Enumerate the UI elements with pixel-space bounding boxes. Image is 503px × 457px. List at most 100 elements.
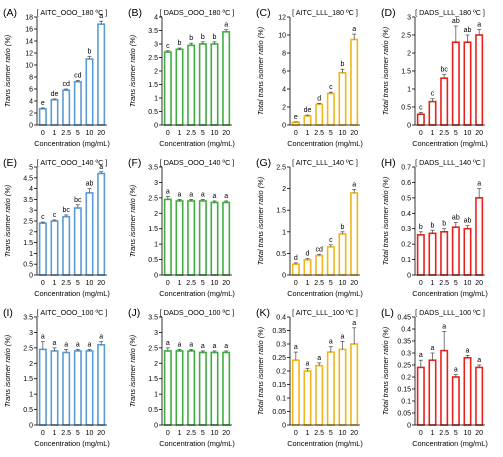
y-tick-label: 2: [29, 229, 33, 236]
y-axis-label: Trans isomer ratio (%): [128, 34, 137, 107]
bar: [428, 359, 437, 426]
y-tick-label: 1: [154, 392, 158, 399]
y-tick-label: 1: [407, 87, 411, 94]
x-tick-label: 20: [97, 430, 105, 437]
x-axis-label: Concentration (mg/mL): [159, 139, 235, 148]
y-tick-label: 0.3: [276, 342, 286, 349]
bar: [50, 350, 59, 426]
bar: [163, 51, 172, 126]
bar: [175, 350, 184, 426]
y-tick-label: 1: [154, 242, 158, 249]
x-axis-label: Concentration (mg/mL): [412, 289, 488, 298]
x-tick-label: 10: [86, 130, 94, 137]
bar: [475, 197, 484, 276]
bar: [326, 351, 335, 426]
y-tick-label: 0.5: [401, 195, 411, 202]
x-axis-label: Concentration (mg/mL): [34, 289, 110, 298]
panel-title: [ AITC_OOO_100 ºC ]: [37, 308, 108, 317]
y-tick-label: 4: [154, 15, 158, 22]
y-tick-label: 4: [282, 87, 286, 94]
x-tick-label: 10: [464, 130, 472, 137]
x-tick-label: 20: [350, 280, 358, 287]
significance-letter: ab: [452, 215, 460, 222]
bar: [291, 121, 300, 126]
y-tick-label: 0.7: [401, 165, 411, 172]
bar: [85, 58, 94, 126]
bar: [210, 351, 219, 426]
chart-panel: (B) [ DADS_OOO_180 ºC ] 0 0.5 1 1.5 2 2.5 3 3.5 4 T…: [128, 7, 235, 148]
bar: [303, 115, 312, 126]
bar: [62, 89, 71, 126]
x-tick-label: 2.5: [186, 280, 196, 287]
x-tick-label: 0: [166, 280, 170, 287]
y-tick-label: 2.5: [148, 55, 158, 62]
y-tick-label: 2: [29, 111, 33, 118]
bar: [198, 43, 207, 126]
y-axis-label: Total trans isomer ratio (%): [256, 176, 265, 265]
significance-letter: a: [352, 26, 356, 33]
y-tick-label: 0.2: [401, 375, 411, 382]
x-tick-label: 1: [431, 130, 435, 137]
y-tick-label: 0.35: [272, 328, 286, 335]
significance-letter: a: [352, 181, 356, 188]
y-axis-label: Total trans isomer ratio (%): [256, 26, 265, 115]
x-tick-label: 1: [431, 430, 435, 437]
y-tick-label: 2: [154, 69, 158, 76]
y-tick-label: 0.5: [276, 251, 286, 258]
bar: [210, 43, 219, 126]
y-tick-label: 18: [25, 15, 33, 22]
significance-letter: a: [99, 164, 103, 171]
y-tick-label: 6: [282, 69, 286, 76]
panel-title: [ AITC_OOO_180 ºC ]: [37, 8, 108, 17]
bar: [326, 246, 335, 276]
significance-letter: cd: [62, 81, 70, 88]
x-tick-label: 5: [454, 130, 458, 137]
y-axis-label: Trans isomer ratio (%): [128, 334, 137, 407]
significance-letter: a: [477, 22, 481, 29]
bar: [315, 103, 324, 126]
bar: [326, 92, 335, 126]
significance-letter: d: [306, 251, 310, 258]
x-tick-label: 5: [76, 430, 80, 437]
x-tick-label: 10: [211, 280, 219, 287]
x-tick-label: 5: [454, 430, 458, 437]
significance-letter: a: [477, 357, 481, 364]
chart-panel: (K) [ AITC_LLL_100 ºC ] 0 0.05 0.1 0.15 0.2 0.2…: [256, 307, 363, 448]
y-axis-label: Trans isomer ratio (%): [3, 184, 12, 257]
y-tick-label: 0.5: [148, 407, 158, 414]
y-tick-label: 3: [29, 208, 33, 215]
significance-letter: a: [306, 360, 310, 367]
panel-title: [ AITC_LLL_140 ºC ]: [292, 158, 358, 167]
y-tick-label: 0.2: [276, 369, 286, 376]
x-tick-label: 20: [222, 130, 230, 137]
y-tick-label: 0: [282, 423, 286, 430]
y-tick-label: 1.5: [148, 226, 158, 233]
x-axis-label: Concentration (mg/mL): [412, 439, 488, 448]
x-tick-label: 10: [464, 280, 472, 287]
x-tick-label: 2.5: [186, 430, 196, 437]
bar: [73, 81, 82, 126]
x-tick-label: 0: [419, 280, 423, 287]
x-tick-label: 10: [211, 430, 219, 437]
significance-letter: a: [224, 193, 228, 200]
y-tick-label: 2.5: [23, 345, 33, 352]
x-axis-label: Concentration (mg/mL): [34, 439, 110, 448]
y-tick-label: 0.5: [401, 105, 411, 112]
panel-title: [ AITC_LLL_180 ºC ]: [292, 8, 358, 17]
x-tick-label: 0: [41, 280, 45, 287]
bar: [350, 38, 359, 126]
significance-letter: cd: [74, 73, 82, 80]
y-tick-label: 2.5: [23, 219, 33, 226]
panel-title: [ DADS_OOO_100 ºC ]: [160, 308, 235, 317]
bar: [222, 31, 231, 126]
significance-letter: bc: [62, 207, 70, 214]
significance-letter: de: [304, 107, 312, 114]
y-tick-label: 3: [154, 330, 158, 337]
y-tick-label: 14: [25, 39, 33, 46]
x-tick-label: 2.5: [439, 430, 449, 437]
significance-letter: a: [352, 320, 356, 327]
bar: [50, 220, 59, 276]
x-tick-label: 10: [211, 130, 219, 137]
y-tick-label: 0: [407, 123, 411, 130]
